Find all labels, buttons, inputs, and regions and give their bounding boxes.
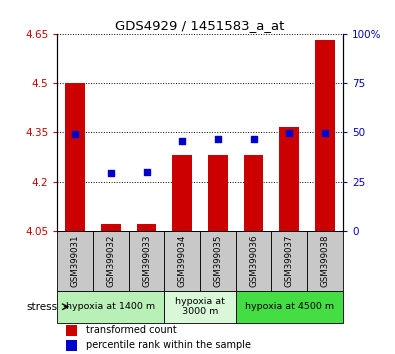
FancyBboxPatch shape bbox=[129, 231, 164, 291]
Text: hypoxia at 1400 m: hypoxia at 1400 m bbox=[66, 302, 155, 311]
Text: stress: stress bbox=[26, 302, 57, 312]
FancyBboxPatch shape bbox=[57, 231, 93, 291]
Text: GSM399033: GSM399033 bbox=[142, 235, 151, 287]
Bar bbox=[137, 224, 156, 231]
Point bbox=[72, 131, 78, 137]
Bar bbox=[208, 155, 228, 231]
Text: percentile rank within the sample: percentile rank within the sample bbox=[86, 340, 251, 350]
FancyBboxPatch shape bbox=[164, 291, 236, 322]
Text: GSM399031: GSM399031 bbox=[71, 235, 80, 287]
Text: transformed count: transformed count bbox=[86, 325, 177, 335]
Point bbox=[286, 130, 292, 136]
Point bbox=[322, 130, 328, 136]
Bar bbox=[280, 127, 299, 231]
FancyBboxPatch shape bbox=[236, 231, 271, 291]
Bar bbox=[101, 224, 120, 231]
Text: GSM399038: GSM399038 bbox=[320, 235, 329, 287]
Text: hypoxia at 4500 m: hypoxia at 4500 m bbox=[245, 302, 334, 311]
Text: GSM399034: GSM399034 bbox=[178, 235, 187, 287]
FancyBboxPatch shape bbox=[271, 231, 307, 291]
Text: GSM399037: GSM399037 bbox=[285, 235, 294, 287]
Title: GDS4929 / 1451583_a_at: GDS4929 / 1451583_a_at bbox=[115, 19, 285, 33]
FancyBboxPatch shape bbox=[57, 291, 164, 322]
Point bbox=[179, 138, 185, 143]
FancyBboxPatch shape bbox=[93, 231, 129, 291]
FancyBboxPatch shape bbox=[164, 231, 200, 291]
Bar bbox=[66, 325, 77, 336]
Text: hypoxia at
3000 m: hypoxia at 3000 m bbox=[175, 297, 225, 316]
Point bbox=[250, 136, 257, 142]
Point bbox=[108, 171, 114, 176]
Bar bbox=[315, 40, 335, 231]
Point bbox=[143, 170, 150, 175]
Point bbox=[215, 136, 221, 142]
FancyBboxPatch shape bbox=[307, 231, 343, 291]
FancyBboxPatch shape bbox=[200, 231, 236, 291]
Bar bbox=[172, 155, 192, 231]
Bar bbox=[244, 155, 263, 231]
Bar bbox=[65, 83, 85, 231]
Text: GSM399035: GSM399035 bbox=[213, 235, 222, 287]
FancyBboxPatch shape bbox=[236, 291, 343, 322]
Text: GSM399032: GSM399032 bbox=[106, 235, 115, 287]
Text: GSM399036: GSM399036 bbox=[249, 235, 258, 287]
Bar bbox=[66, 339, 77, 351]
